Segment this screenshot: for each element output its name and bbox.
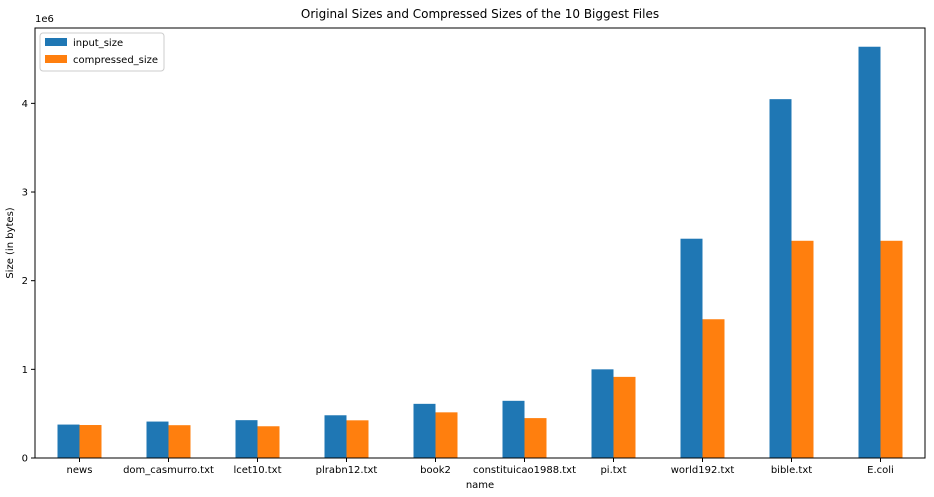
y-axis-title: Size (in bytes) xyxy=(5,207,16,278)
bar-input_size-5 xyxy=(502,400,525,458)
bar-compressed_size-6 xyxy=(613,376,636,458)
bars-layer xyxy=(57,46,903,458)
bar-compressed_size-0 xyxy=(79,425,102,458)
bar-input_size-8 xyxy=(769,99,792,458)
x-tick-label: book2 xyxy=(420,465,451,476)
chart-title: Original Sizes and Compressed Sizes of t… xyxy=(301,7,659,21)
bar-compressed_size-7 xyxy=(702,319,725,458)
y-tick-label: 0 xyxy=(22,454,28,465)
x-tick-label: news xyxy=(67,465,93,476)
legend-box xyxy=(39,32,165,72)
axes-layer: news dom_casmurro.txt lcet10.txt plrabn12.t… xyxy=(22,27,926,476)
bar-input_size-2 xyxy=(235,420,258,458)
bar-input_size-3 xyxy=(324,415,347,458)
bar-input_size-4 xyxy=(413,403,436,458)
bar-input_size-1 xyxy=(146,421,169,458)
y-tick-label: 2 xyxy=(22,276,28,287)
y-tick-label: 1 xyxy=(22,365,28,376)
legend-swatch-compressed_size xyxy=(45,55,67,63)
bar-compressed_size-3 xyxy=(346,420,369,458)
x-tick-label: plrabn12.txt xyxy=(316,465,378,476)
bar-compressed_size-8 xyxy=(791,240,814,458)
x-tick-label: lcet10.txt xyxy=(233,465,281,476)
bar-input_size-6 xyxy=(591,369,614,458)
bar-input_size-9 xyxy=(858,46,881,458)
legend-swatch-input_size xyxy=(45,38,67,46)
x-tick-label: world192.txt xyxy=(671,465,735,476)
legend-label-input_size: input_size xyxy=(73,38,123,49)
y-tick-label: 3 xyxy=(22,188,28,199)
y-tick-label: 4 xyxy=(22,99,28,110)
legend-label-compressed_size: compressed_size xyxy=(73,55,158,66)
legend: input_size compressed_size xyxy=(39,32,165,72)
bar-compressed_size-4 xyxy=(435,412,458,458)
x-tick-label: constituicao1988.txt xyxy=(473,465,576,476)
x-tick-label: E.coli xyxy=(867,465,894,476)
x-tick-label: bible.txt xyxy=(771,465,812,476)
bar-compressed_size-9 xyxy=(880,240,903,458)
bar-compressed_size-1 xyxy=(168,425,191,458)
bar-compressed_size-5 xyxy=(524,418,547,458)
x-axis-title: name xyxy=(466,480,494,491)
bar-input_size-0 xyxy=(57,424,80,458)
bar-input_size-7 xyxy=(680,238,703,458)
bar-compressed_size-2 xyxy=(257,426,280,458)
y-axis-exponent-label: 1e6 xyxy=(35,14,54,25)
x-tick-label: pi.txt xyxy=(600,465,626,476)
plot-frame xyxy=(34,27,926,459)
x-tick-label: dom_casmurro.txt xyxy=(123,465,214,476)
